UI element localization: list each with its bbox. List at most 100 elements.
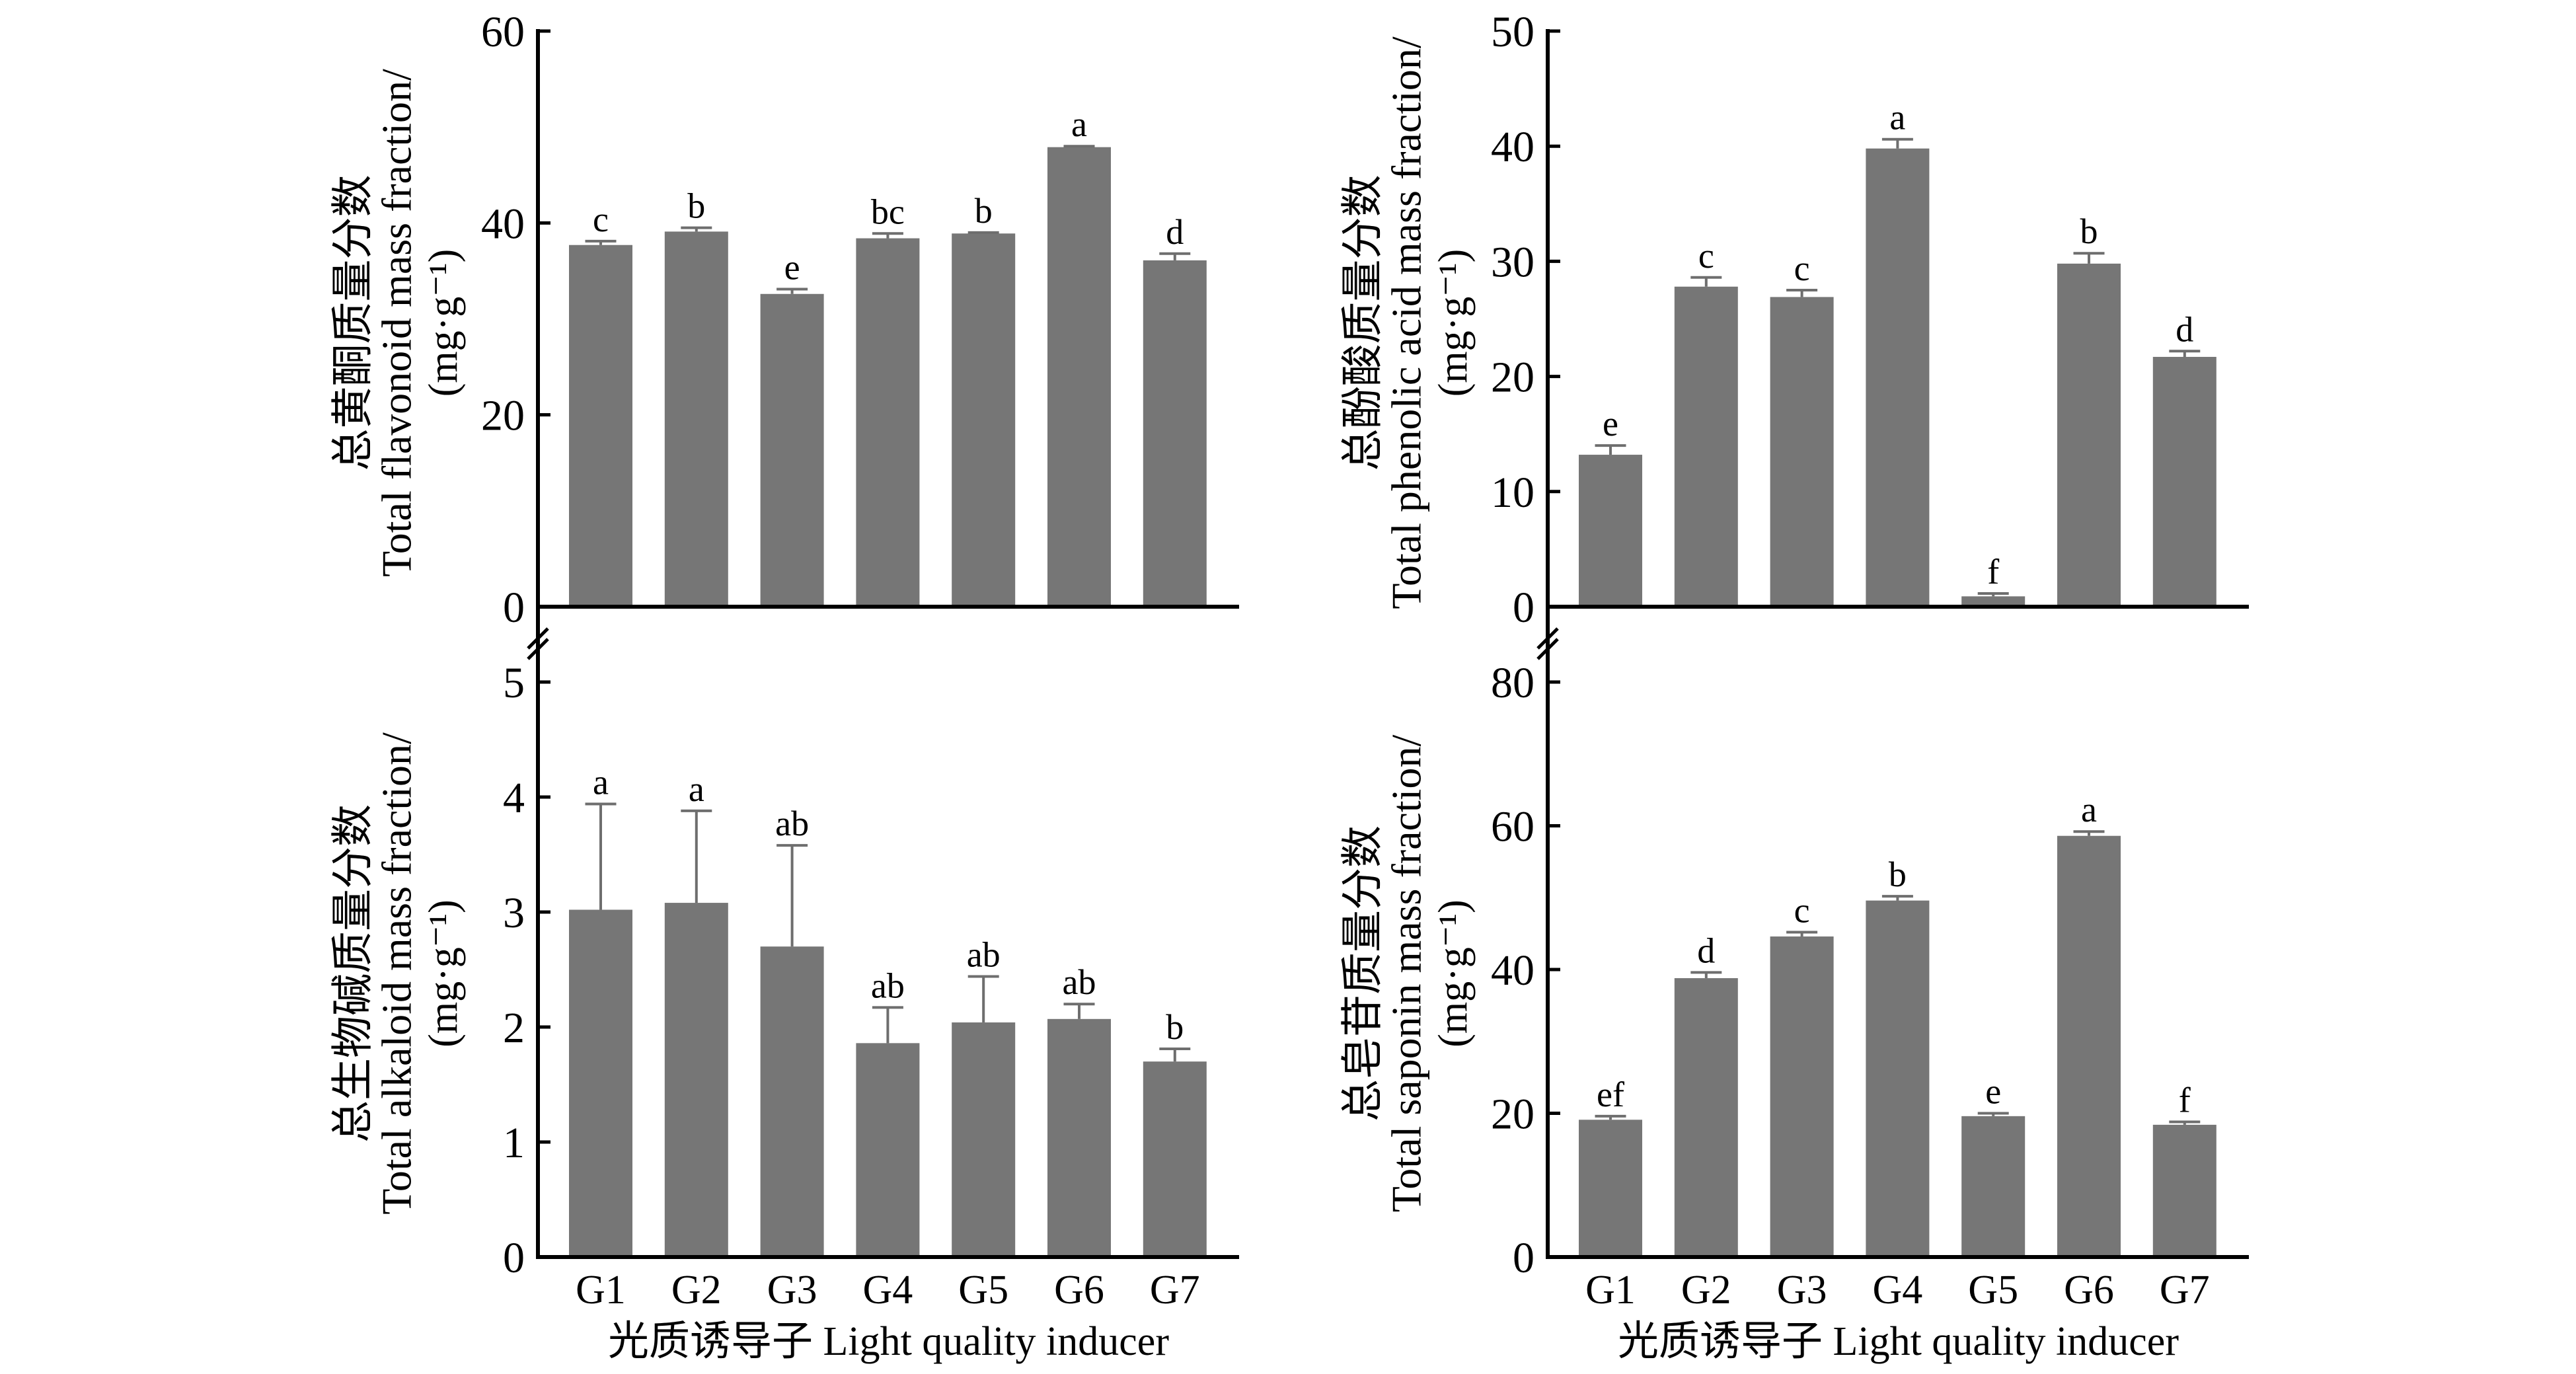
- x-axis-title: 光质诱导子 Light quality inducer: [1618, 1319, 2179, 1364]
- x-axis-title: 光质诱导子 Light quality inducer: [608, 1319, 1169, 1364]
- bar-G6: [1047, 1018, 1111, 1257]
- significance-label-G1: a: [593, 762, 609, 802]
- y-axis-column-left: [527, 29, 549, 1259]
- significance-label-G7: d: [2176, 309, 2193, 349]
- significance-label-G1: ef: [1597, 1075, 1624, 1114]
- bar-G2: [1674, 978, 1738, 1257]
- y-tick-label: 5: [503, 659, 525, 707]
- significance-label-G6: a: [1071, 104, 1087, 144]
- significance-label-G7: f: [2179, 1081, 2191, 1120]
- bar-G1: [1579, 455, 1642, 607]
- bar-G3: [760, 946, 824, 1257]
- y-tick-label: 0: [1513, 1234, 1534, 1282]
- significance-label-G4: ab: [871, 966, 905, 1005]
- y-tick-label: 1: [503, 1119, 525, 1167]
- significance-label-G5: e: [1985, 1072, 2001, 1112]
- y-axis-title-unit: (mg·g⁻¹): [421, 249, 466, 397]
- bar-G7: [1143, 1061, 1207, 1257]
- significance-label-G6: b: [2080, 211, 2098, 251]
- bar-G4: [1866, 148, 1930, 607]
- y-axis-title-en: Total flavonoid mass fraction/: [373, 69, 420, 577]
- chart-bottom-right: 0 20 40 60 80 ef G1 d G2 c G3 b G4 e G5 a G6 f G7 总皂苷质量分数To…: [1340, 659, 2249, 1364]
- significance-label-G2: c: [1698, 236, 1714, 276]
- y-tick-label: 60: [481, 8, 525, 56]
- y-axis-title-zh: 总皂苷质量分数: [1340, 825, 1386, 1122]
- significance-label-G5: ab: [967, 935, 1001, 974]
- y-tick-label: 20: [481, 392, 525, 440]
- bar-G5: [952, 233, 1016, 607]
- x-tick-label-G3: G3: [767, 1268, 817, 1313]
- y-axis-title-en: Total phenolic acid mass fraction/: [1383, 36, 1430, 609]
- significance-label-G5: b: [975, 191, 993, 231]
- bar-G5: [1961, 1116, 2026, 1257]
- significance-label-G1: c: [593, 200, 609, 239]
- y-axis-column-right: [1536, 29, 1559, 1259]
- significance-label-G3: c: [1794, 890, 1810, 930]
- y-tick-label: 2: [503, 1004, 525, 1052]
- x-tick-label-G7: G7: [2160, 1268, 2210, 1313]
- y-axis-title-en: Total alkaloid mass fraction/: [373, 732, 420, 1215]
- y-tick-label: 50: [1491, 8, 1534, 56]
- significance-label-G6: a: [2081, 790, 2097, 829]
- bar-G1: [1579, 1120, 1642, 1257]
- bar-G2: [1674, 286, 1738, 607]
- significance-label-G5: f: [1987, 552, 1999, 592]
- significance-label-G7: b: [1166, 1007, 1184, 1047]
- bar-G1: [569, 909, 632, 1257]
- x-tick-label-G2: G2: [1681, 1268, 1731, 1313]
- y-axis-title-zh: 总黄酮质量分数: [330, 175, 377, 471]
- bar-G5: [952, 1022, 1016, 1257]
- bar-G3: [1770, 297, 1834, 607]
- significance-label-G2: b: [687, 186, 705, 226]
- x-tick-label-G1: G1: [1585, 1268, 1636, 1313]
- y-tick-label: 3: [503, 889, 525, 937]
- y-axis-title-unit: (mg·g⁻¹): [1431, 249, 1476, 397]
- y-tick-label: 0: [1513, 584, 1534, 632]
- y-tick-label: 30: [1491, 238, 1534, 286]
- significance-label-G3: e: [784, 247, 800, 287]
- bar-G2: [664, 231, 728, 607]
- y-tick-label: 4: [503, 774, 525, 822]
- bar-G4: [856, 238, 920, 607]
- significance-label-G3: ab: [775, 804, 809, 843]
- y-tick-label: 0: [503, 584, 525, 632]
- y-tick-label: 80: [1491, 659, 1534, 707]
- y-tick-label: 40: [1491, 946, 1534, 995]
- y-tick-label: 10: [1491, 469, 1534, 517]
- bar-G7: [2152, 1124, 2216, 1257]
- bar-G2: [664, 903, 728, 1257]
- y-tick-label: 0: [503, 1234, 525, 1282]
- y-tick-label: 40: [1491, 123, 1534, 171]
- bar-G3: [1770, 936, 1834, 1257]
- x-tick-label-G5: G5: [1968, 1268, 2018, 1313]
- x-tick-label-G3: G3: [1777, 1268, 1827, 1313]
- y-tick-label: 20: [1491, 1090, 1534, 1139]
- axis-break-mark: [527, 638, 549, 660]
- bar-G7: [2152, 356, 2216, 607]
- significance-label-G4: b: [1889, 855, 1907, 894]
- bar-G4: [856, 1043, 920, 1257]
- axis-break-mark: [1536, 627, 1559, 650]
- x-tick-label-G5: G5: [958, 1268, 1008, 1313]
- significance-label-G3: c: [1794, 248, 1810, 288]
- significance-label-G4: bc: [871, 192, 905, 231]
- significance-label-G4: a: [1889, 98, 1905, 137]
- bar-G3: [760, 293, 824, 607]
- significance-label-G1: e: [1603, 404, 1618, 443]
- x-tick-label-G2: G2: [671, 1268, 722, 1313]
- bar-G6: [2057, 263, 2121, 607]
- y-tick-label: 40: [481, 200, 525, 248]
- axis-break-mark: [1536, 638, 1559, 660]
- x-tick-label-G6: G6: [2064, 1268, 2114, 1313]
- x-tick-label-G7: G7: [1150, 1268, 1200, 1313]
- x-tick-label-G4: G4: [1873, 1268, 1923, 1313]
- y-axis-title-zh: 总生物碱质量分数: [330, 804, 377, 1143]
- chart-bottom-left: 0 1 2 3 4 5 a G1 a G2 ab G3 ab G4 ab G5 ab G6 b G7 总生物碱质量分数T…: [330, 659, 1239, 1364]
- significance-label-G6: ab: [1063, 962, 1096, 1002]
- y-tick-label: 60: [1491, 803, 1534, 851]
- bar-G6: [1047, 147, 1111, 607]
